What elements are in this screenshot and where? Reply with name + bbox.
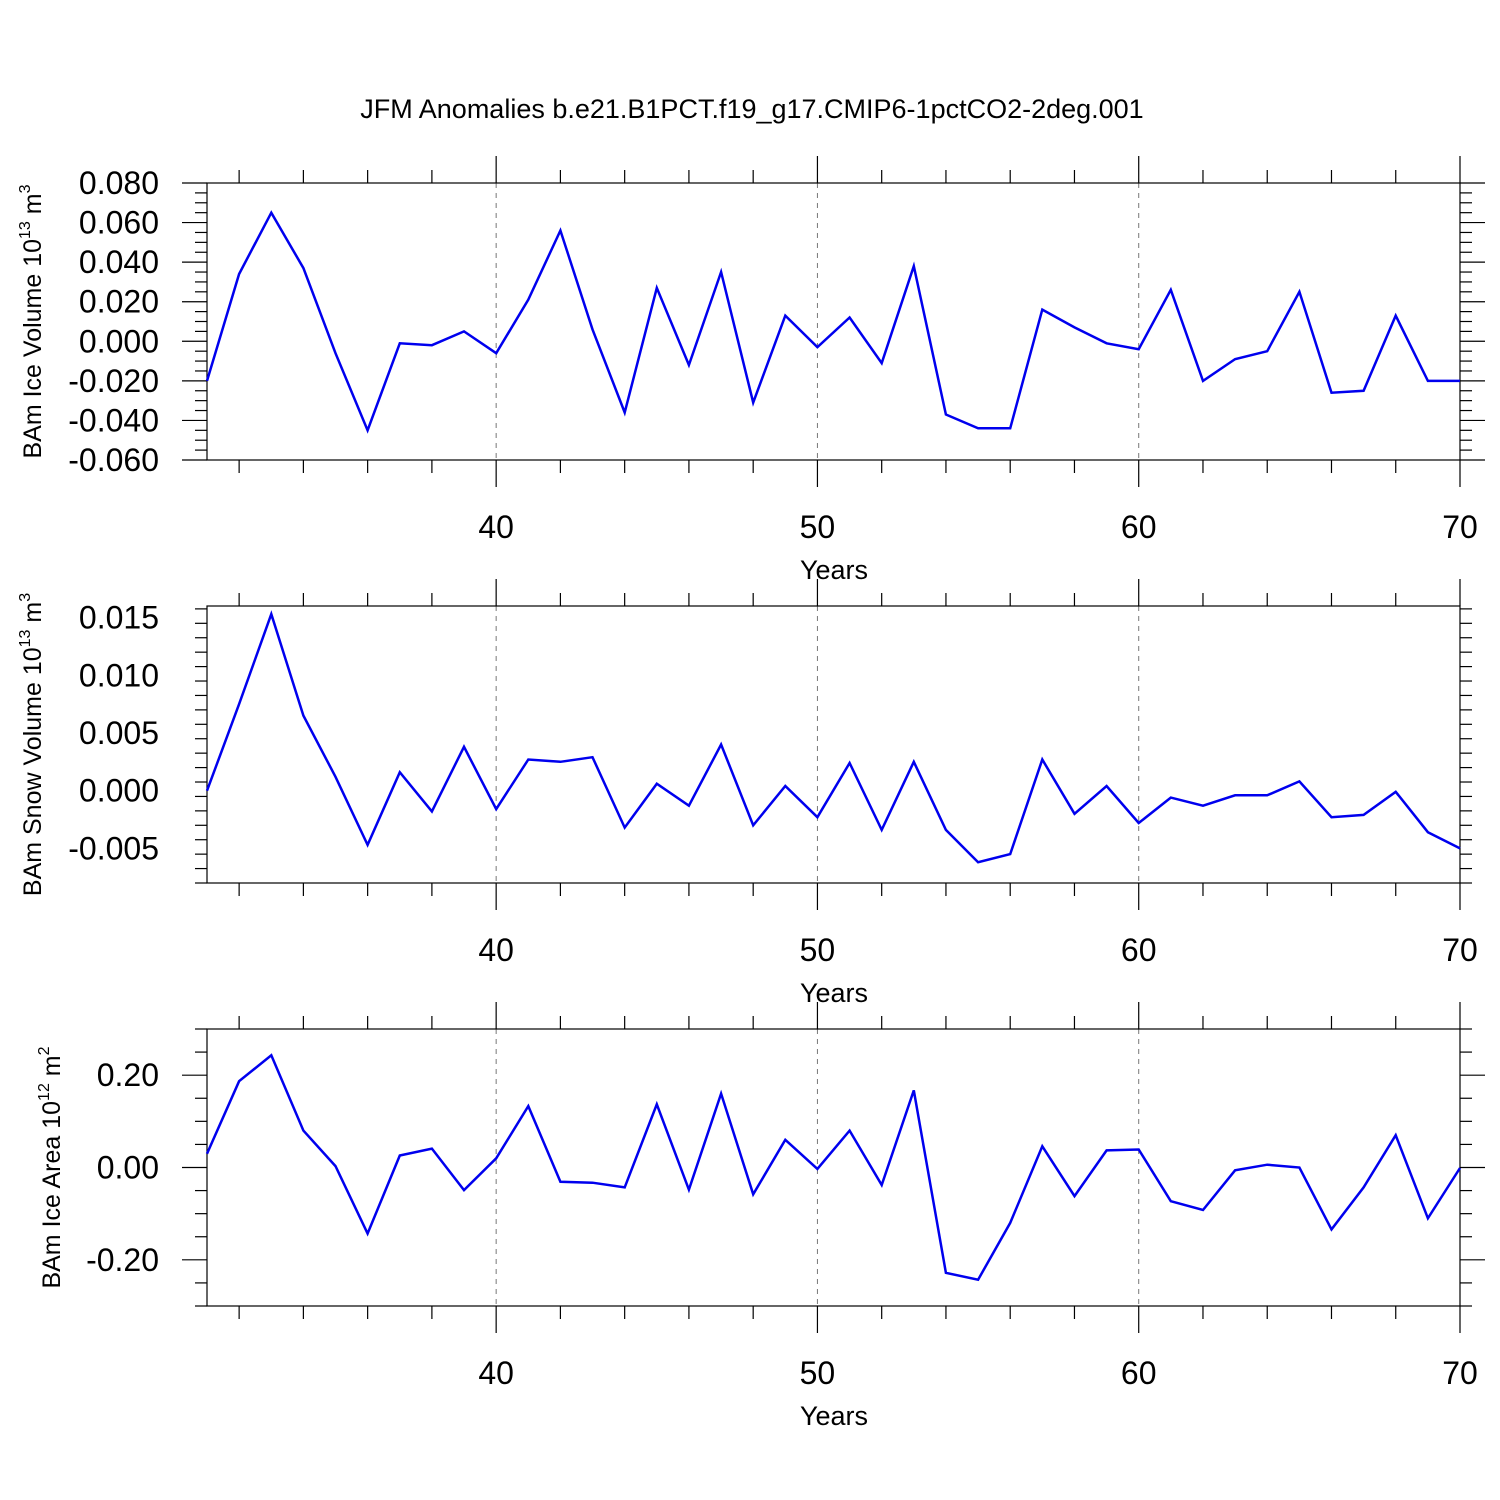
y-tick-label: -0.020 — [68, 363, 159, 399]
y-axis-label-text: BAm Ice Area 10 — [38, 1101, 66, 1289]
y-tick-label: 0.015 — [79, 600, 159, 636]
x-tick-label: 40 — [478, 1355, 514, 1391]
x-tick-label: 40 — [478, 509, 514, 545]
y-axis-label-unit-exponent: 2 — [36, 1046, 53, 1055]
y-tick-label: 0.20 — [97, 1057, 159, 1093]
y-tick-label: 0.00 — [97, 1150, 159, 1186]
y-axis-label-text: BAm Snow Volume 10 — [19, 647, 47, 896]
x-tick-labels: 40 50 60 70 — [478, 932, 1477, 968]
y-tick-label: 0.000 — [79, 323, 159, 359]
figure-title: JFM Anomalies b.e21.B1PCT.f19_g17.CMIP6-… — [360, 94, 1143, 124]
x-tick-label: 70 — [1442, 1355, 1478, 1391]
x-tick-label: 50 — [800, 509, 836, 545]
axis-ticks — [195, 579, 1472, 910]
y-tick-label: 0.020 — [79, 284, 159, 320]
y-axis-label-unit-exponent: 3 — [17, 184, 34, 193]
panel-snow-volume: -0.005 0.000 0.005 0.010 0.015 40 50 60 70 Year… — [17, 579, 1478, 1008]
x-axis-label: Years — [800, 1401, 868, 1431]
y-tick-label: -0.060 — [68, 442, 159, 478]
y-tick-labels: -0.005 0.000 0.005 0.010 0.015 — [68, 600, 159, 867]
y-axis-label-exponent: 13 — [17, 629, 34, 647]
y-axis-label: BAm Ice Volume 1013 m3 — [17, 184, 47, 458]
panel-ice-area: -0.20 0.00 0.20 40 50 60 70 Years BAm Ice Are… — [36, 1002, 1485, 1431]
x-tick-label: 50 — [800, 932, 836, 968]
x-tick-labels: 40 50 60 70 — [478, 1355, 1477, 1391]
y-axis-label: BAm Ice Area 1012 m2 — [36, 1046, 66, 1288]
y-tick-label: 0.005 — [79, 715, 159, 751]
x-gridlines — [495, 183, 1140, 460]
y-tick-label: 0.010 — [79, 657, 159, 693]
x-tick-label: 60 — [1121, 932, 1157, 968]
x-tick-label: 70 — [1442, 932, 1478, 968]
y-tick-label: -0.005 — [68, 830, 159, 866]
x-tick-label: 40 — [478, 932, 514, 968]
y-axis-label-text: BAm Ice Volume 10 — [19, 239, 47, 459]
y-axis-label-unit-exponent: 3 — [17, 593, 34, 602]
y-axis-label-unit: m — [19, 602, 47, 630]
ice-area-line — [205, 1053, 1462, 1282]
y-axis-label: BAm Snow Volume 1013 m3 — [17, 593, 47, 896]
x-tick-label: 70 — [1442, 509, 1478, 545]
x-tick-label: 60 — [1121, 1355, 1157, 1391]
y-axis-label-exponent: 12 — [36, 1083, 53, 1101]
plot-frame — [206, 182, 1461, 461]
y-tick-label: 0.060 — [79, 205, 159, 241]
axis-ticks — [182, 1002, 1485, 1333]
y-tick-labels: -0.20 0.00 0.20 — [86, 1057, 159, 1278]
ice-volume-line — [205, 210, 1460, 434]
y-tick-label: 0.000 — [79, 773, 159, 809]
x-tick-labels: 40 50 60 70 — [478, 509, 1477, 545]
x-gridlines — [495, 606, 1140, 883]
x-gridlines — [495, 1029, 1140, 1306]
x-tick-label: 60 — [1121, 509, 1157, 545]
x-axis-label: Years — [800, 978, 868, 1008]
y-tick-label: -0.20 — [86, 1242, 159, 1278]
snow-volume-line — [205, 610, 1461, 864]
y-tick-label: 0.040 — [79, 244, 159, 280]
x-axis-label: Years — [800, 555, 868, 585]
axis-ticks — [182, 156, 1485, 487]
y-axis-label-unit: m — [19, 193, 47, 221]
y-tick-label: -0.040 — [68, 402, 159, 438]
x-tick-label: 50 — [800, 1355, 836, 1391]
y-tick-label: 0.080 — [79, 165, 159, 201]
y-axis-label-exponent: 13 — [17, 221, 34, 239]
plot-frame — [206, 605, 1461, 884]
y-axis-label-unit: m — [38, 1055, 66, 1083]
